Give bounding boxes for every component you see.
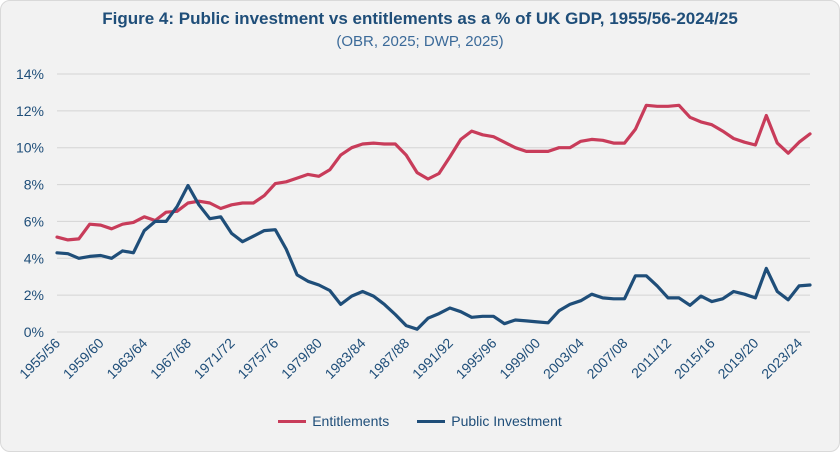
legend-label-entitlements: Entitlements [312,413,390,429]
x-tick-label: 1971/72 [191,335,238,382]
x-tick-label: 2019/20 [714,335,761,382]
chart-title: Figure 4: Public investment vs entitleme… [102,9,738,28]
x-tick-label: 1979/80 [278,335,325,382]
y-tick-label: 6% [24,213,44,229]
x-tick-label: 2011/12 [628,335,675,382]
legend-swatch-public-investment [417,419,446,423]
x-tick-label: 1959/60 [60,335,107,382]
x-tick-label: 1955/56 [16,335,63,382]
y-tick-label: 2% [24,287,44,303]
x-tick-label: 1963/64 [103,335,150,382]
series-lines [55,103,812,331]
y-tick-label: 0% [24,324,44,340]
x-tick-label: 1991/92 [409,335,456,382]
x-tick-label: 2003/04 [540,335,587,382]
x-tick-label: 1995/96 [453,335,500,382]
chart-subtitle: (OBR, 2025; DWP, 2025) [336,33,504,50]
x-tick-label: 1999/00 [496,335,543,382]
x-tick-label: 1975/76 [234,335,281,382]
x-tick-label: 2007/08 [583,335,630,382]
gridlines [57,73,810,333]
x-tick-label: 1983/84 [322,335,369,382]
y-tick-label: 12% [16,103,44,119]
series-line-entitlements [55,103,812,242]
x-tick-label: 2015/16 [671,335,718,382]
legend: Entitlements Public Investment [0,413,840,429]
x-tick-label: 2023/24 [758,335,805,382]
series-line-public-investment [55,183,812,331]
y-tick-label: 14% [16,66,44,82]
x-axis-ticks: 1955/561959/601963/641967/681971/721975/… [16,335,805,382]
y-tick-label: 10% [16,140,44,156]
x-tick-label: 1967/68 [147,335,194,382]
y-axis-ticks: 0% 2% 4% 6% 8% 10% 12% 14% [16,66,44,340]
x-tick-label: 1987/88 [365,335,412,382]
y-tick-label: 8% [24,177,44,193]
legend-item-entitlements: Entitlements [278,413,389,429]
legend-swatch-entitlements [278,419,307,423]
legend-item-public-investment: Public Investment [417,413,562,429]
legend-label-public-investment: Public Investment [451,413,562,429]
y-tick-label: 4% [24,250,44,266]
